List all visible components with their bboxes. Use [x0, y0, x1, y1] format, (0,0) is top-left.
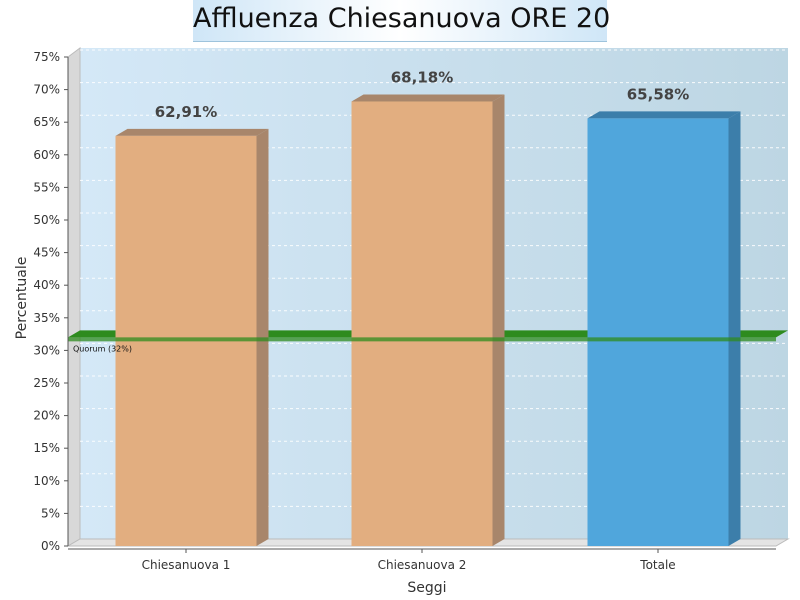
y-tick-label: 45%	[33, 246, 60, 260]
y-tick-label: 0%	[41, 539, 60, 553]
bar-side	[728, 111, 741, 547]
quorum-label: Quorum (32%)	[73, 344, 132, 353]
bar	[587, 118, 729, 547]
x-tick-label: Chiesanuova 1	[142, 558, 231, 572]
bar-value-label: 62,91%	[155, 103, 217, 121]
bar-value-label: 65,58%	[627, 85, 689, 103]
y-tick-label: 55%	[33, 180, 60, 194]
bar	[351, 101, 493, 546]
bar-side	[492, 94, 505, 546]
y-tick-label: 50%	[33, 213, 60, 227]
y-tick-label: 5%	[41, 506, 60, 520]
y-tick-label: 65%	[33, 115, 60, 129]
plot-left-wall	[67, 47, 81, 547]
y-tick-label: 40%	[33, 278, 60, 292]
x-tick-label: Chiesanuova 2	[378, 558, 467, 572]
y-tick-label: 70%	[33, 83, 60, 97]
y-tick-label: 75%	[33, 50, 60, 64]
y-tick-label: 20%	[33, 409, 60, 423]
y-tick-label: 25%	[33, 376, 60, 390]
x-tick-label: Totale	[639, 558, 675, 572]
quorum-line	[68, 337, 776, 342]
y-tick-label: 10%	[33, 474, 60, 488]
bar-value-label: 68,18%	[391, 68, 453, 86]
y-tick-label: 60%	[33, 148, 60, 162]
bar-top	[115, 128, 269, 136]
y-tick-label: 35%	[33, 311, 60, 325]
y-tick-label: 15%	[33, 441, 60, 455]
y-tick-label: 30%	[33, 343, 60, 357]
y-axis-label: Percentuale	[14, 257, 30, 340]
chart-title: Affluenza Chiesanuova ORE 20	[193, 3, 611, 34]
bar-top	[351, 94, 505, 102]
x-axis-label: Seggi	[407, 580, 446, 596]
chart-title-box: Affluenza Chiesanuova ORE 20	[193, 0, 611, 42]
bar-top	[587, 111, 741, 119]
